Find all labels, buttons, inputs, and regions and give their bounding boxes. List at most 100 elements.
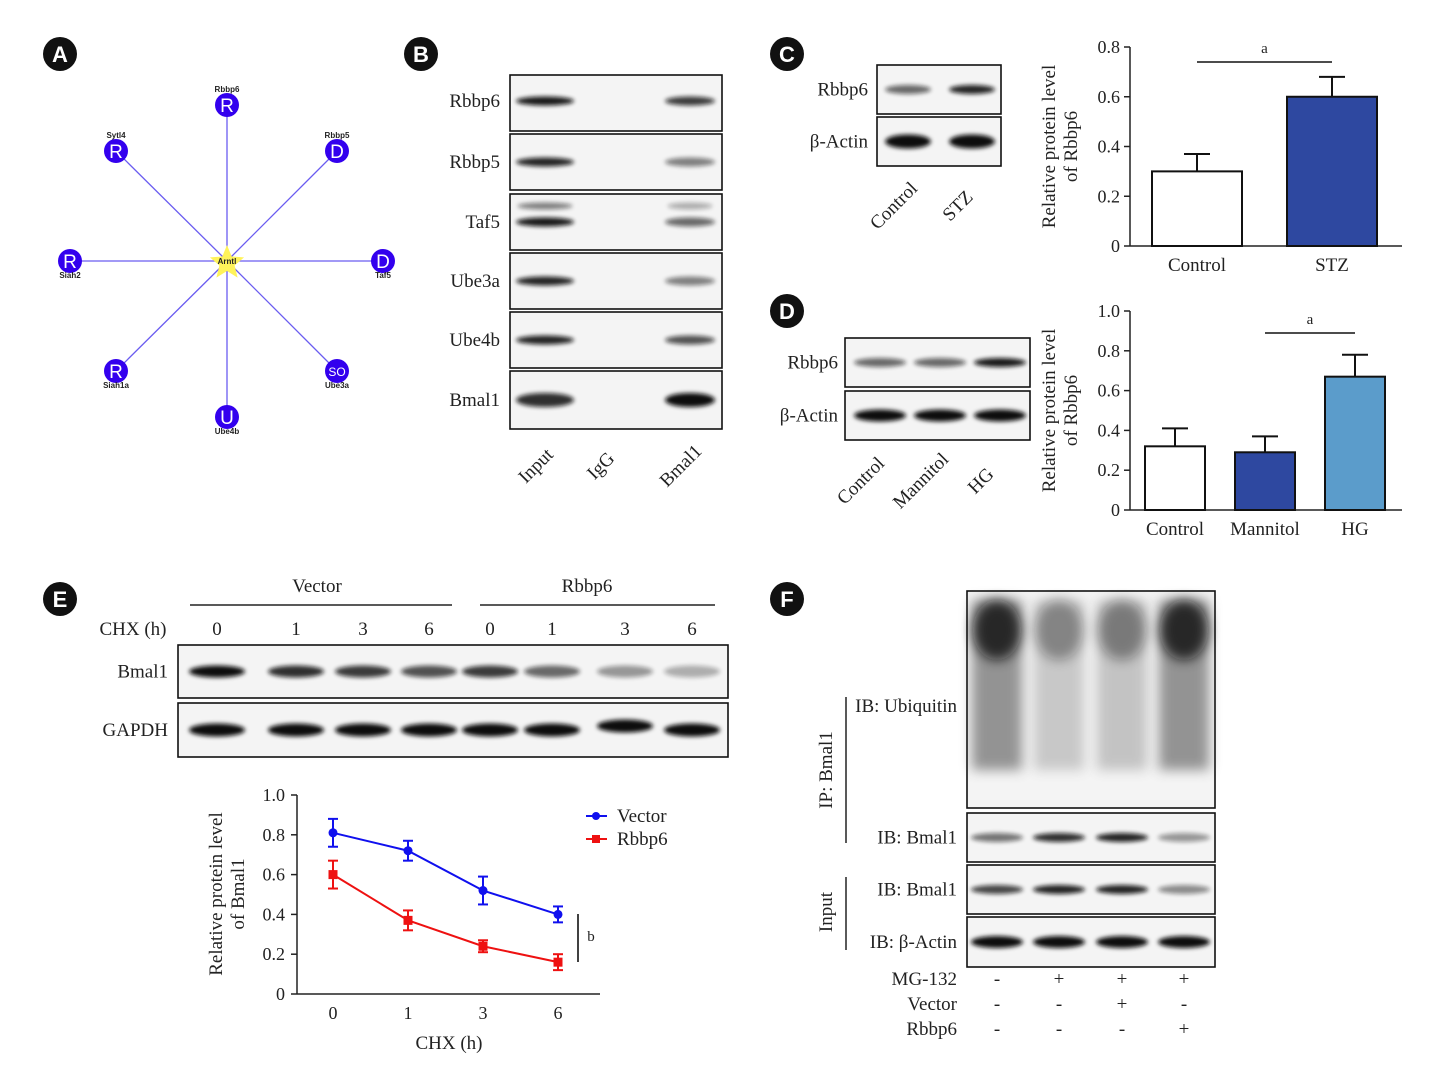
y-tick-label: 0.2: [1098, 460, 1121, 480]
network-node-label: Sytl4: [106, 131, 126, 140]
input-label: Input: [816, 891, 837, 932]
network-node-letter: R: [109, 142, 123, 163]
blot-row-label: Ube4b: [449, 330, 500, 351]
bar-stz: [1286, 95, 1378, 247]
lane-label: Control: [833, 453, 889, 509]
bar-hg: [1324, 375, 1386, 512]
lane-label: 1: [547, 619, 557, 640]
treatment-value: -: [1119, 1019, 1125, 1040]
y-tick-label: 0: [1111, 500, 1120, 520]
significance-label: b: [587, 929, 595, 945]
network-center-label: Arntl: [218, 257, 237, 266]
y-tick-label: 0.8: [1098, 37, 1121, 57]
treatment-value: -: [1056, 994, 1062, 1015]
legend-label: Rbbp6: [617, 829, 668, 850]
blot-band: [335, 723, 391, 737]
treatment-value: +: [1117, 969, 1128, 990]
y-tick-label: 0: [276, 984, 285, 1004]
blot-band: [974, 358, 1026, 367]
x-tick-label: Control: [1146, 519, 1204, 540]
treatment-value: -: [994, 969, 1000, 990]
network-node-ube4b: [215, 405, 239, 429]
blot-band: [665, 96, 715, 106]
blot-band: [1033, 936, 1085, 948]
x-tick-label: Control: [1168, 255, 1226, 276]
network-node-letter: R: [109, 362, 123, 383]
legend-marker: [592, 812, 600, 820]
network-node-letter: U: [220, 408, 234, 429]
blot-row-label: GAPDH: [103, 720, 169, 741]
blot-band: [1158, 833, 1210, 842]
y-axis-label: of Bmal1: [228, 858, 249, 929]
blot-band: [971, 936, 1023, 948]
y-tick-label: 0.8: [263, 825, 286, 845]
treatment-label: MG-132: [892, 969, 957, 990]
blot-band: [949, 134, 995, 149]
panel-label-E: E: [53, 587, 68, 612]
blot-band: [516, 157, 574, 167]
treatment-value: -: [994, 1019, 1000, 1040]
treatment-value: +: [1179, 969, 1190, 990]
y-tick-label: 0.4: [1098, 137, 1121, 157]
legend-label: Vector: [617, 806, 667, 827]
panel-label-badge: [770, 294, 804, 328]
x-tick-label: HG: [1341, 519, 1369, 540]
blot-row-label: IB: Bmal1: [877, 828, 957, 849]
y-tick-label: 1.0: [263, 785, 286, 805]
blot-band: [854, 409, 906, 422]
y-axis-label: of Rbbp6: [1061, 111, 1082, 182]
panel-label-C: C: [779, 42, 795, 67]
data-point-rbbp6: [403, 915, 413, 925]
treatment-value: +: [1179, 1019, 1190, 1040]
y-tick-label: 0: [1111, 236, 1120, 256]
lane-label: HG: [964, 464, 998, 498]
panel-label-F: F: [780, 587, 793, 612]
blot-band: [189, 665, 245, 678]
blot-band: [268, 665, 324, 678]
blot-row-label: Ube3a: [450, 271, 500, 292]
blot-band: [597, 719, 653, 733]
panel-label-badge: [404, 37, 438, 71]
blot-band: [516, 335, 574, 345]
network-node-siah1a: [104, 359, 128, 383]
panel-label-badge: [43, 582, 77, 616]
blot-row-label: β-Actin: [780, 406, 839, 427]
blot-band: [516, 276, 574, 286]
blot-band: [517, 202, 573, 210]
network-node-label: Ube3a: [325, 381, 350, 390]
blot-band: [401, 723, 457, 737]
blot-band: [664, 723, 720, 737]
y-tick-label: 1.0: [1098, 301, 1121, 321]
lane-label: 6: [687, 619, 697, 640]
network-node-taf5: [371, 249, 395, 273]
blot-band: [971, 833, 1023, 842]
star-icon: [209, 245, 245, 278]
treatment-label: Vector: [907, 994, 957, 1015]
blot-band: [885, 85, 931, 94]
y-tick-label: 0.6: [263, 865, 286, 885]
blot-band: [914, 409, 966, 422]
treatment-value: -: [994, 994, 1000, 1015]
blot-row-label: IB: Ubiquitin: [855, 696, 957, 717]
bar-control: [1151, 170, 1243, 247]
blot-band: [667, 202, 713, 210]
blot-band: [516, 96, 574, 106]
group-label-rbbp6: Rbbp6: [562, 576, 613, 597]
network-edge: [226, 150, 338, 262]
blot-row-label: Rbbp6: [787, 353, 838, 374]
chx-header: CHX (h): [99, 619, 166, 640]
blot-row-label: IB: β-Actin: [870, 932, 958, 953]
data-point-vector: [328, 828, 338, 838]
series-line-rbbp6: [332, 873, 559, 964]
blot-band: [335, 665, 391, 678]
treatment-label: Rbbp6: [906, 1019, 957, 1040]
smear-top: [1160, 600, 1208, 660]
data-point-vector: [403, 846, 413, 856]
y-axis-label: Relative protein level: [1039, 65, 1060, 229]
blot-band: [524, 665, 580, 678]
network-node-rbbp5: [325, 139, 349, 163]
network-node-label: Rbbp5: [325, 131, 350, 140]
ip-label: IP: Bmal1: [816, 731, 837, 809]
lane-label: 0: [212, 619, 222, 640]
network-node-ube3a: [325, 359, 349, 383]
